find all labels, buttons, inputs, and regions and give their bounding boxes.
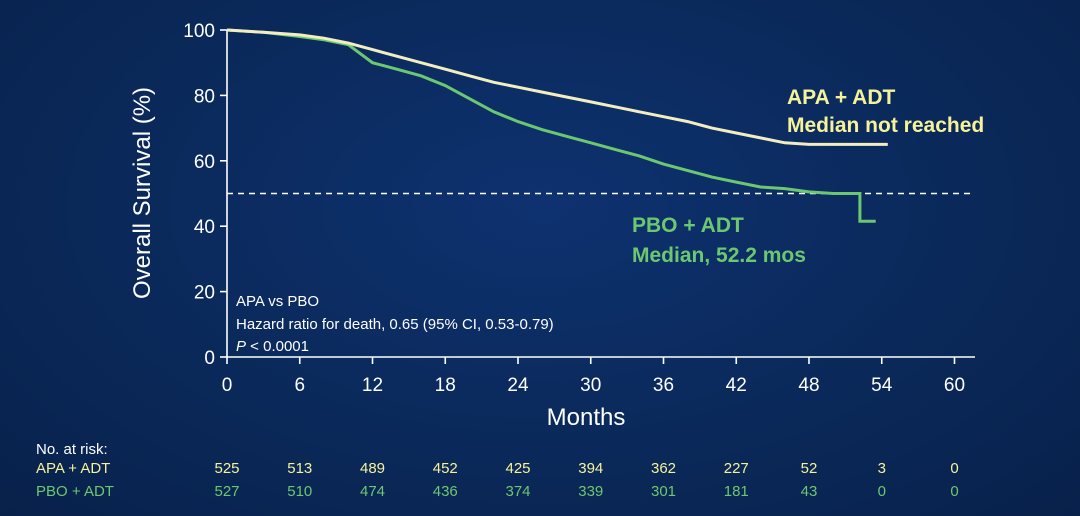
p-value-symbol: P	[236, 338, 246, 355]
risk-cell: 489	[360, 460, 385, 477]
risk-cell: 436	[433, 483, 458, 500]
y-tick-label: 80	[194, 86, 215, 107]
risk-cell: 339	[578, 483, 603, 500]
y-tick-label: 60	[194, 152, 215, 173]
y-tick-label: 100	[183, 21, 215, 42]
risk-cell: 362	[651, 460, 676, 477]
x-tick-label: 18	[435, 375, 456, 396]
stats-hazard-ratio: Hazard ratio for death, 0.65 (95% CI, 0.…	[236, 316, 554, 333]
stats-comparison: APA vs PBO	[236, 293, 319, 310]
apa-median-label: Median not reached	[787, 114, 984, 137]
y-tick-label: 20	[194, 283, 215, 304]
risk-cell: 527	[214, 483, 239, 500]
x-tick-label: 42	[726, 375, 747, 396]
risk-table-values: 525 513 489 452 425 394 362 227 52 3 0 527 510 474 436…	[214, 460, 958, 500]
x-tick-label: 0	[222, 375, 233, 396]
pbo-adt-survival-curve	[226, 28, 876, 223]
risk-cell: 0	[878, 483, 886, 500]
x-tick-label: 36	[653, 375, 674, 396]
x-axis-title: Months	[547, 404, 626, 431]
x-tick-label: 30	[580, 375, 601, 396]
risk-cell: 452	[433, 460, 458, 477]
y-tick-label: 0	[204, 348, 215, 369]
risk-cell: 474	[360, 483, 385, 500]
risk-cell: 227	[724, 460, 749, 477]
stats-p-value: P < 0.0001	[236, 338, 309, 355]
x-tick-label: 12	[362, 375, 383, 396]
risk-cell: 301	[651, 483, 676, 500]
ticks: 0 20 40 60 80 100 0 6 12 18 24 30 36 42 48 54 60	[183, 21, 965, 396]
risk-cell: 43	[801, 483, 818, 500]
risk-cell: 510	[287, 483, 312, 500]
y-tick-label: 40	[194, 217, 215, 238]
risk-cell: 52	[801, 460, 818, 477]
x-tick-label: 54	[871, 375, 893, 396]
y-axis-title: Overall Survival (%)	[129, 87, 156, 299]
risk-cell: 525	[214, 460, 239, 477]
risk-cell: 513	[287, 460, 312, 477]
x-tick-label: 60	[944, 375, 965, 396]
risk-cell: 394	[578, 460, 603, 477]
risk-cell: 3	[878, 460, 886, 477]
risk-cell: 181	[724, 483, 749, 500]
x-tick-label: 6	[294, 375, 305, 396]
p-value-text: < 0.0001	[246, 338, 309, 355]
apa-adt-survival-curve	[226, 28, 888, 146]
risk-cell: 374	[505, 483, 530, 500]
risk-row-label-pbo: PBO + ADT	[36, 483, 114, 500]
pbo-median-label: Median, 52.2 mos	[632, 244, 806, 267]
risk-cell: 0	[950, 460, 958, 477]
pbo-series-label: PBO + ADT	[632, 214, 744, 237]
apa-series-label: APA + ADT	[787, 86, 895, 109]
risk-cell: 425	[505, 460, 530, 477]
x-tick-label: 24	[507, 375, 529, 396]
x-tick-label: 48	[798, 375, 819, 396]
risk-row-label-apa: APA + ADT	[36, 460, 110, 477]
risk-cell: 0	[950, 483, 958, 500]
risk-table-header: No. at risk:	[36, 441, 108, 458]
